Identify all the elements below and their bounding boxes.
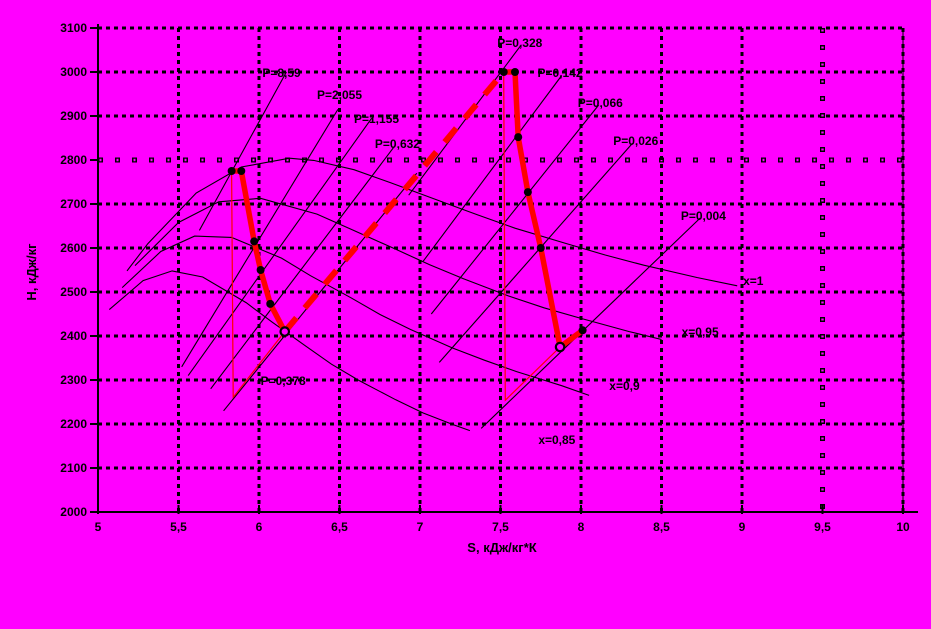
x-tick-label-8: 8 [578, 520, 585, 534]
y-tick-label-2300: 2300 [60, 373, 87, 387]
isobar-label-P=0,632: P=0,632 [375, 137, 420, 151]
isobar-label-P=1,155: P=1,155 [354, 112, 399, 126]
state-point-dot [514, 133, 523, 142]
quality-line-x=0,85 [108, 270, 471, 432]
x-tick-label-9,5: 9,5 [814, 520, 831, 534]
x-tick-label-5,5: 5,5 [170, 520, 187, 534]
state-point-dot [523, 188, 532, 197]
state-point-dot [237, 167, 246, 175]
quality-label-x=0,85: x=0,85 [538, 433, 575, 447]
black-curves-layer [108, 44, 738, 432]
state-point-dot [227, 167, 236, 175]
isobar-line-P=0,026 [438, 142, 633, 363]
state-point-dot [256, 266, 265, 274]
curve-labels-layer: P=8,59 P=2,055 P=1,155 P=0,632 P=0,378 P=0,32… [261, 36, 764, 447]
x-tick-label-7: 7 [417, 520, 424, 534]
x-tick-label-9: 9 [739, 520, 746, 534]
isobar-line-P=8,59 [198, 71, 287, 231]
y-tick-label-2100: 2100 [60, 461, 87, 475]
axes-layer: 5 5,5 6 6,5 7 7,5 8 8,5 9 9,5 10 2000 2100 2200 2300 24… [60, 21, 918, 534]
y-tick-label-2700: 2700 [60, 197, 87, 211]
y-axis-title: Н, кДж/кг [24, 243, 39, 301]
isobar-label-P=0,328: P=0,328 [497, 36, 542, 50]
ideal-expansion-line-2 [503, 71, 561, 402]
isobar-line-P=0,004 [480, 217, 701, 429]
isobar-line-P=2,055 [181, 109, 339, 368]
y-tick-label-2200: 2200 [60, 417, 87, 431]
y-tick-label-3100: 3100 [60, 21, 87, 35]
state-point-dot [499, 68, 508, 76]
state-point-markers-layer [227, 68, 587, 353]
state-point-open-circle [279, 326, 291, 337]
isobar-label-P=0,142: P=0,142 [538, 66, 583, 80]
quality-line-x=0,9 [121, 235, 590, 396]
isobar-line-P=0,066 [430, 104, 600, 315]
ideal-expansion-line-1 [231, 170, 286, 399]
isobar-line-P=1,155 [187, 117, 373, 376]
isobar-label-P=0,026: P=0,026 [613, 134, 658, 148]
y-tick-label-2800: 2800 [60, 153, 87, 167]
y-tick-label-2500: 2500 [60, 285, 87, 299]
isobar-label-P=8,59: P=8,59 [262, 66, 301, 80]
quality-label-x=1: x=1 [743, 274, 764, 288]
x-tick-label-8,5: 8,5 [653, 520, 670, 534]
x-tick-label-6,5: 6,5 [331, 520, 348, 534]
y-tick-label-2900: 2900 [60, 109, 87, 123]
isobar-label-P=0,066: P=0,066 [578, 96, 623, 110]
reheat-dashed-line [282, 70, 506, 334]
red-process-layer [228, 69, 586, 402]
quality-label-x=0,95: x=0,95 [682, 325, 719, 339]
state-point-dot [266, 299, 275, 308]
state-point-dot [578, 326, 587, 335]
isobar-label-P=0,004: P=0,004 [681, 209, 726, 223]
quality-line-x=0,95 [134, 197, 662, 341]
quality-label-x=0,9: x=0,9 [609, 379, 640, 393]
y-tick-label-2000: 2000 [60, 505, 87, 519]
x-tick-label-10: 10 [896, 520, 910, 534]
isobar-line-P=0,142 [422, 75, 563, 262]
isobar-line-P=0,632 [210, 144, 397, 390]
state-point-dot [250, 237, 259, 246]
y-tick-label-2400: 2400 [60, 329, 87, 343]
x-tick-label-6: 6 [256, 520, 263, 534]
isobar-label-P=0,378: P=0,378 [261, 374, 306, 388]
state-point-open-circle [554, 341, 566, 353]
x-tick-label-5: 5 [95, 520, 102, 534]
y-tick-label-3000: 3000 [60, 65, 87, 79]
x-axis-title: S, кДж/кг*К [467, 540, 536, 555]
state-point-dot [510, 68, 519, 76]
state-point-dot [536, 244, 545, 252]
y-tick-label-2600: 2600 [60, 241, 87, 255]
isobar-label-P=2,055: P=2,055 [317, 88, 362, 102]
quality-line-x=1 [126, 157, 738, 287]
gridlines-layer [98, 26, 905, 512]
x-tick-label-7,5: 7,5 [492, 520, 509, 534]
